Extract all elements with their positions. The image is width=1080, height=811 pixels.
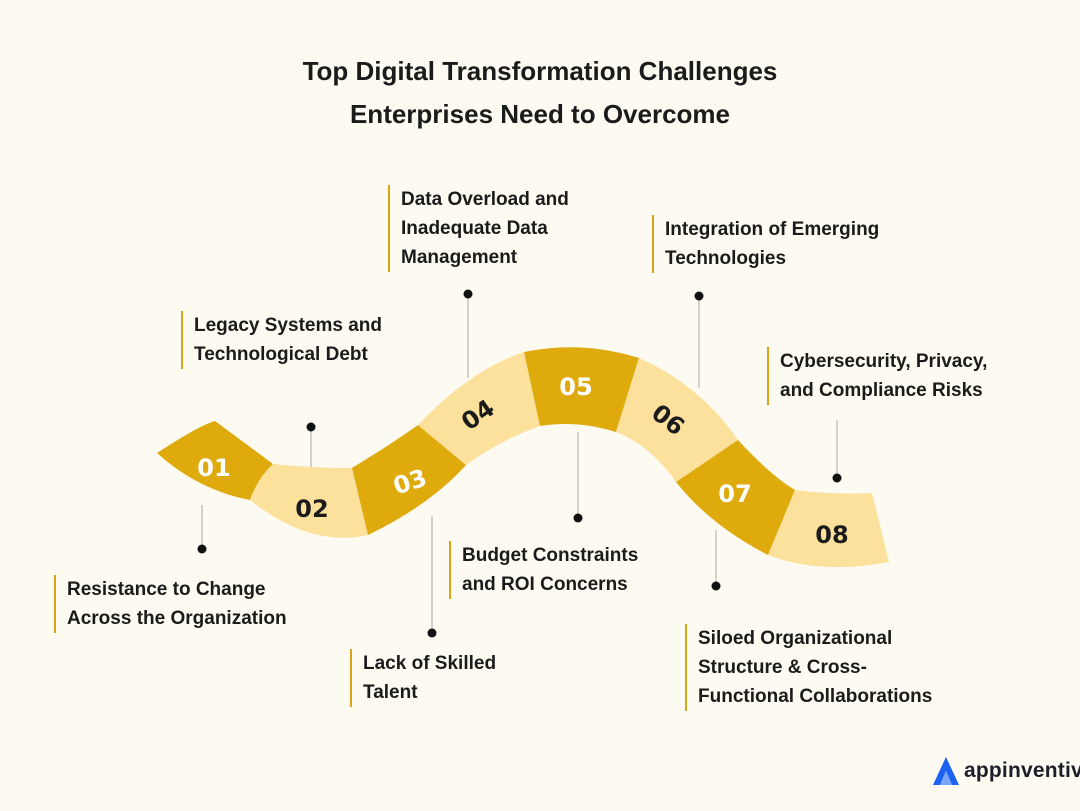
number-05: 05 (559, 373, 592, 401)
segment-04 (418, 352, 540, 465)
label-06: Integration of Emerging Technologies (652, 215, 879, 273)
appinventiv-logo: appinventiv (932, 756, 1080, 786)
segment-01 (157, 421, 273, 500)
label-02: Legacy Systems and Technological Debt (181, 311, 382, 369)
label-07: Siloed Organizational Structure & Cross-… (685, 624, 932, 711)
logo-text: appinventiv (964, 759, 1080, 782)
segment-08 (768, 490, 889, 568)
label-03: Lack of Skilled Talent (350, 649, 496, 707)
title-line-1: Top Digital Transformation Challenges (302, 56, 778, 86)
connector-dots (197, 289, 842, 638)
appinventiv-logo-icon (933, 757, 959, 785)
dot-05 (573, 513, 583, 523)
label-05: Budget Constraints and ROI Concerns (449, 541, 638, 599)
segment-02 (250, 464, 368, 538)
number-02: 02 (295, 495, 328, 523)
label-01: Resistance to Change Across the Organiza… (54, 575, 287, 633)
segment-03 (352, 425, 466, 535)
segment-07 (676, 440, 795, 555)
number-08: 08 (815, 521, 848, 549)
dot-01 (197, 544, 207, 554)
dot-07 (711, 581, 721, 591)
connector-lines (201, 294, 838, 633)
label-04: Data Overload and Inadequate Data Manage… (388, 185, 569, 272)
dot-02 (306, 422, 316, 432)
title-line-2: Enterprises Need to Overcome (349, 99, 731, 129)
number-07: 07 (718, 480, 751, 508)
segment-06 (616, 358, 738, 482)
dot-04 (463, 289, 473, 299)
dot-08 (832, 473, 842, 483)
number-01: 01 (197, 454, 230, 482)
dot-03 (427, 628, 437, 638)
wave-segments (157, 347, 889, 568)
dot-06 (694, 291, 704, 301)
segment-05 (524, 347, 639, 432)
page-title: Top Digital Transformation Challenges En… (0, 50, 1080, 136)
label-08: Cybersecurity, Privacy, and Compliance R… (767, 347, 987, 405)
